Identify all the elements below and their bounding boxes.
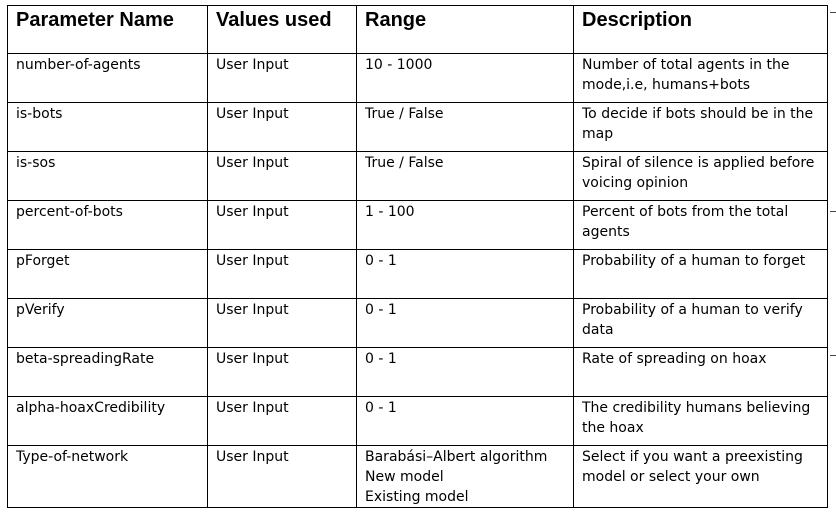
cell-description: The credibility humans believing the hoa… bbox=[573, 396, 828, 446]
range-line: 0 - 1 bbox=[365, 302, 397, 318]
cell-values-used: User Input bbox=[207, 396, 357, 446]
range-line: 0 - 1 bbox=[365, 253, 397, 269]
range-line: True / False bbox=[365, 155, 444, 171]
cell-description: Spiral of silence is applied before voic… bbox=[573, 151, 828, 201]
cell-description: Probability of a human to forget bbox=[573, 249, 828, 299]
cell-description: Select if you want a preexisting model o… bbox=[573, 445, 828, 508]
cell-parameter-name: beta-spreadingRate bbox=[7, 347, 208, 397]
range-line: 1 - 100 bbox=[365, 204, 415, 220]
table-row: alpha-hoaxCredibility User Input 0 - 1 T… bbox=[7, 396, 828, 446]
cell-range: 1 - 100 bbox=[356, 200, 574, 250]
range-line: New model bbox=[365, 469, 444, 485]
cell-parameter-name: alpha-hoaxCredibility bbox=[7, 396, 208, 446]
range-line: 0 - 1 bbox=[365, 351, 397, 367]
cell-range: 0 - 1 bbox=[356, 347, 574, 397]
cell-range: True / False bbox=[356, 102, 574, 152]
cell-range: 0 - 1 bbox=[356, 249, 574, 299]
table-row: beta-spreadingRate User Input 0 - 1 Rate… bbox=[7, 347, 828, 397]
range-line: True / False bbox=[365, 106, 444, 122]
cell-values-used: User Input bbox=[207, 102, 357, 152]
table-header-row: Parameter Name Values used Range Descrip… bbox=[7, 5, 828, 54]
cell-values-used: User Input bbox=[207, 298, 357, 348]
parameters-table: Parameter Name Values used Range Descrip… bbox=[7, 5, 828, 508]
table-row: number-of-agents User Input 10 - 1000 Nu… bbox=[7, 53, 828, 103]
cell-parameter-name: is-sos bbox=[7, 151, 208, 201]
range-line: Barabási–Albert algorithm bbox=[365, 449, 548, 465]
cell-parameter-name: percent-of-bots bbox=[7, 200, 208, 250]
range-line: 0 - 1 bbox=[365, 400, 397, 416]
cell-parameter-name: is-bots bbox=[7, 102, 208, 152]
table-row: pForget User Input 0 - 1 Probability of … bbox=[7, 249, 828, 299]
range-line: 10 - 1000 bbox=[365, 57, 433, 73]
table-row: is-bots User Input True / False To decid… bbox=[7, 102, 828, 152]
cell-parameter-name: pVerify bbox=[7, 298, 208, 348]
header-description: Description bbox=[573, 5, 828, 54]
cell-description: Probability of a human to verify data bbox=[573, 298, 828, 348]
cell-values-used: User Input bbox=[207, 347, 357, 397]
page-edge-tick bbox=[830, 211, 836, 212]
cell-description: Number of total agents in the mode,i.e, … bbox=[573, 53, 828, 103]
cell-values-used: User Input bbox=[207, 151, 357, 201]
cell-parameter-name: Type-of-network bbox=[7, 445, 208, 508]
table-row: Type-of-network User Input Barabási–Albe… bbox=[7, 445, 828, 508]
cell-values-used: User Input bbox=[207, 249, 357, 299]
cell-parameter-name: number-of-agents bbox=[7, 53, 208, 103]
cell-range: 0 - 1 bbox=[356, 396, 574, 446]
cell-values-used: User Input bbox=[207, 200, 357, 250]
header-range: Range bbox=[356, 5, 574, 54]
page-edge-tick bbox=[830, 12, 836, 13]
page-edge-tick bbox=[830, 355, 836, 356]
cell-range: Barabási–Albert algorithm New model Exis… bbox=[356, 445, 574, 508]
cell-description: Percent of bots from the total agents bbox=[573, 200, 828, 250]
header-parameter-name: Parameter Name bbox=[7, 5, 208, 54]
table-row: percent-of-bots User Input 1 - 100 Perce… bbox=[7, 200, 828, 250]
cell-range: True / False bbox=[356, 151, 574, 201]
range-line: Existing model bbox=[365, 489, 469, 505]
cell-parameter-name: pForget bbox=[7, 249, 208, 299]
cell-range: 0 - 1 bbox=[356, 298, 574, 348]
cell-values-used: User Input bbox=[207, 53, 357, 103]
table-row: is-sos User Input True / False Spiral of… bbox=[7, 151, 828, 201]
cell-range: 10 - 1000 bbox=[356, 53, 574, 103]
cell-description: Rate of spreading on hoax bbox=[573, 347, 828, 397]
cell-description: To decide if bots should be in the map bbox=[573, 102, 828, 152]
header-values-used: Values used bbox=[207, 5, 357, 54]
table-row: pVerify User Input 0 - 1 Probability of … bbox=[7, 298, 828, 348]
cell-values-used: User Input bbox=[207, 445, 357, 508]
